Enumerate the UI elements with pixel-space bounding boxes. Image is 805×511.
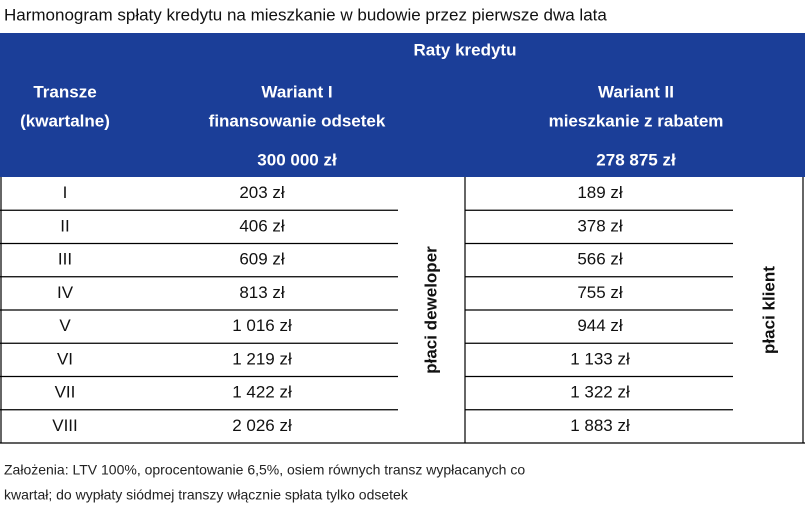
table-cell: VIII bbox=[52, 416, 78, 435]
column-header: (kwartalne) bbox=[20, 111, 110, 130]
column-header: Wariant I bbox=[261, 82, 332, 101]
column-header: mieszkanie z rabatem bbox=[549, 111, 724, 130]
group-label: Raty kredytu bbox=[414, 40, 517, 59]
table-cell: V bbox=[59, 316, 71, 335]
table-cell: II bbox=[60, 216, 69, 235]
table-cell: 1 883 zł bbox=[570, 416, 630, 435]
table-cell: 1 322 zł bbox=[570, 383, 630, 402]
table-cell: 1 016 zł bbox=[232, 316, 292, 335]
amount: 300 000 zł bbox=[257, 150, 337, 169]
table-cell: III bbox=[58, 250, 72, 269]
table-cell: 1 133 zł bbox=[570, 349, 630, 368]
table-cell: 755 zł bbox=[577, 283, 623, 302]
table-cell: VI bbox=[57, 349, 73, 368]
table-cell: 1 422 zł bbox=[232, 383, 292, 402]
column-header: finansowanie odsetek bbox=[209, 111, 386, 130]
table-cell: 203 zł bbox=[239, 183, 285, 202]
table-cell: 944 zł bbox=[577, 316, 623, 335]
table-cell: 189 zł bbox=[577, 183, 623, 202]
side-label: płaci deweloper bbox=[421, 246, 440, 374]
table-cell: IV bbox=[57, 283, 74, 302]
table-cell: I bbox=[63, 183, 68, 202]
amount: 278 875 zł bbox=[596, 150, 676, 169]
footnote: kwartał; do wypłaty siódmej transzy włąc… bbox=[4, 487, 409, 503]
column-header: Transze bbox=[33, 82, 96, 101]
table-cell: 813 zł bbox=[239, 283, 285, 302]
column-header: Wariant II bbox=[598, 82, 674, 101]
table-cell: VII bbox=[55, 383, 76, 402]
footnote: Założenia: LTV 100%, oprocentowanie 6,5%… bbox=[4, 462, 525, 478]
title: Harmonogram spłaty kredytu na mieszkanie… bbox=[4, 5, 607, 24]
table-cell: 609 zł bbox=[239, 250, 285, 269]
table-cell: 406 zł bbox=[239, 216, 285, 235]
table-cell: 2 026 zł bbox=[232, 416, 292, 435]
side-label: płaci klient bbox=[759, 266, 778, 354]
header-background bbox=[0, 33, 805, 177]
table-cell: 378 zł bbox=[577, 216, 623, 235]
table-cell: 566 zł bbox=[577, 250, 623, 269]
table-cell: 1 219 zł bbox=[232, 349, 292, 368]
